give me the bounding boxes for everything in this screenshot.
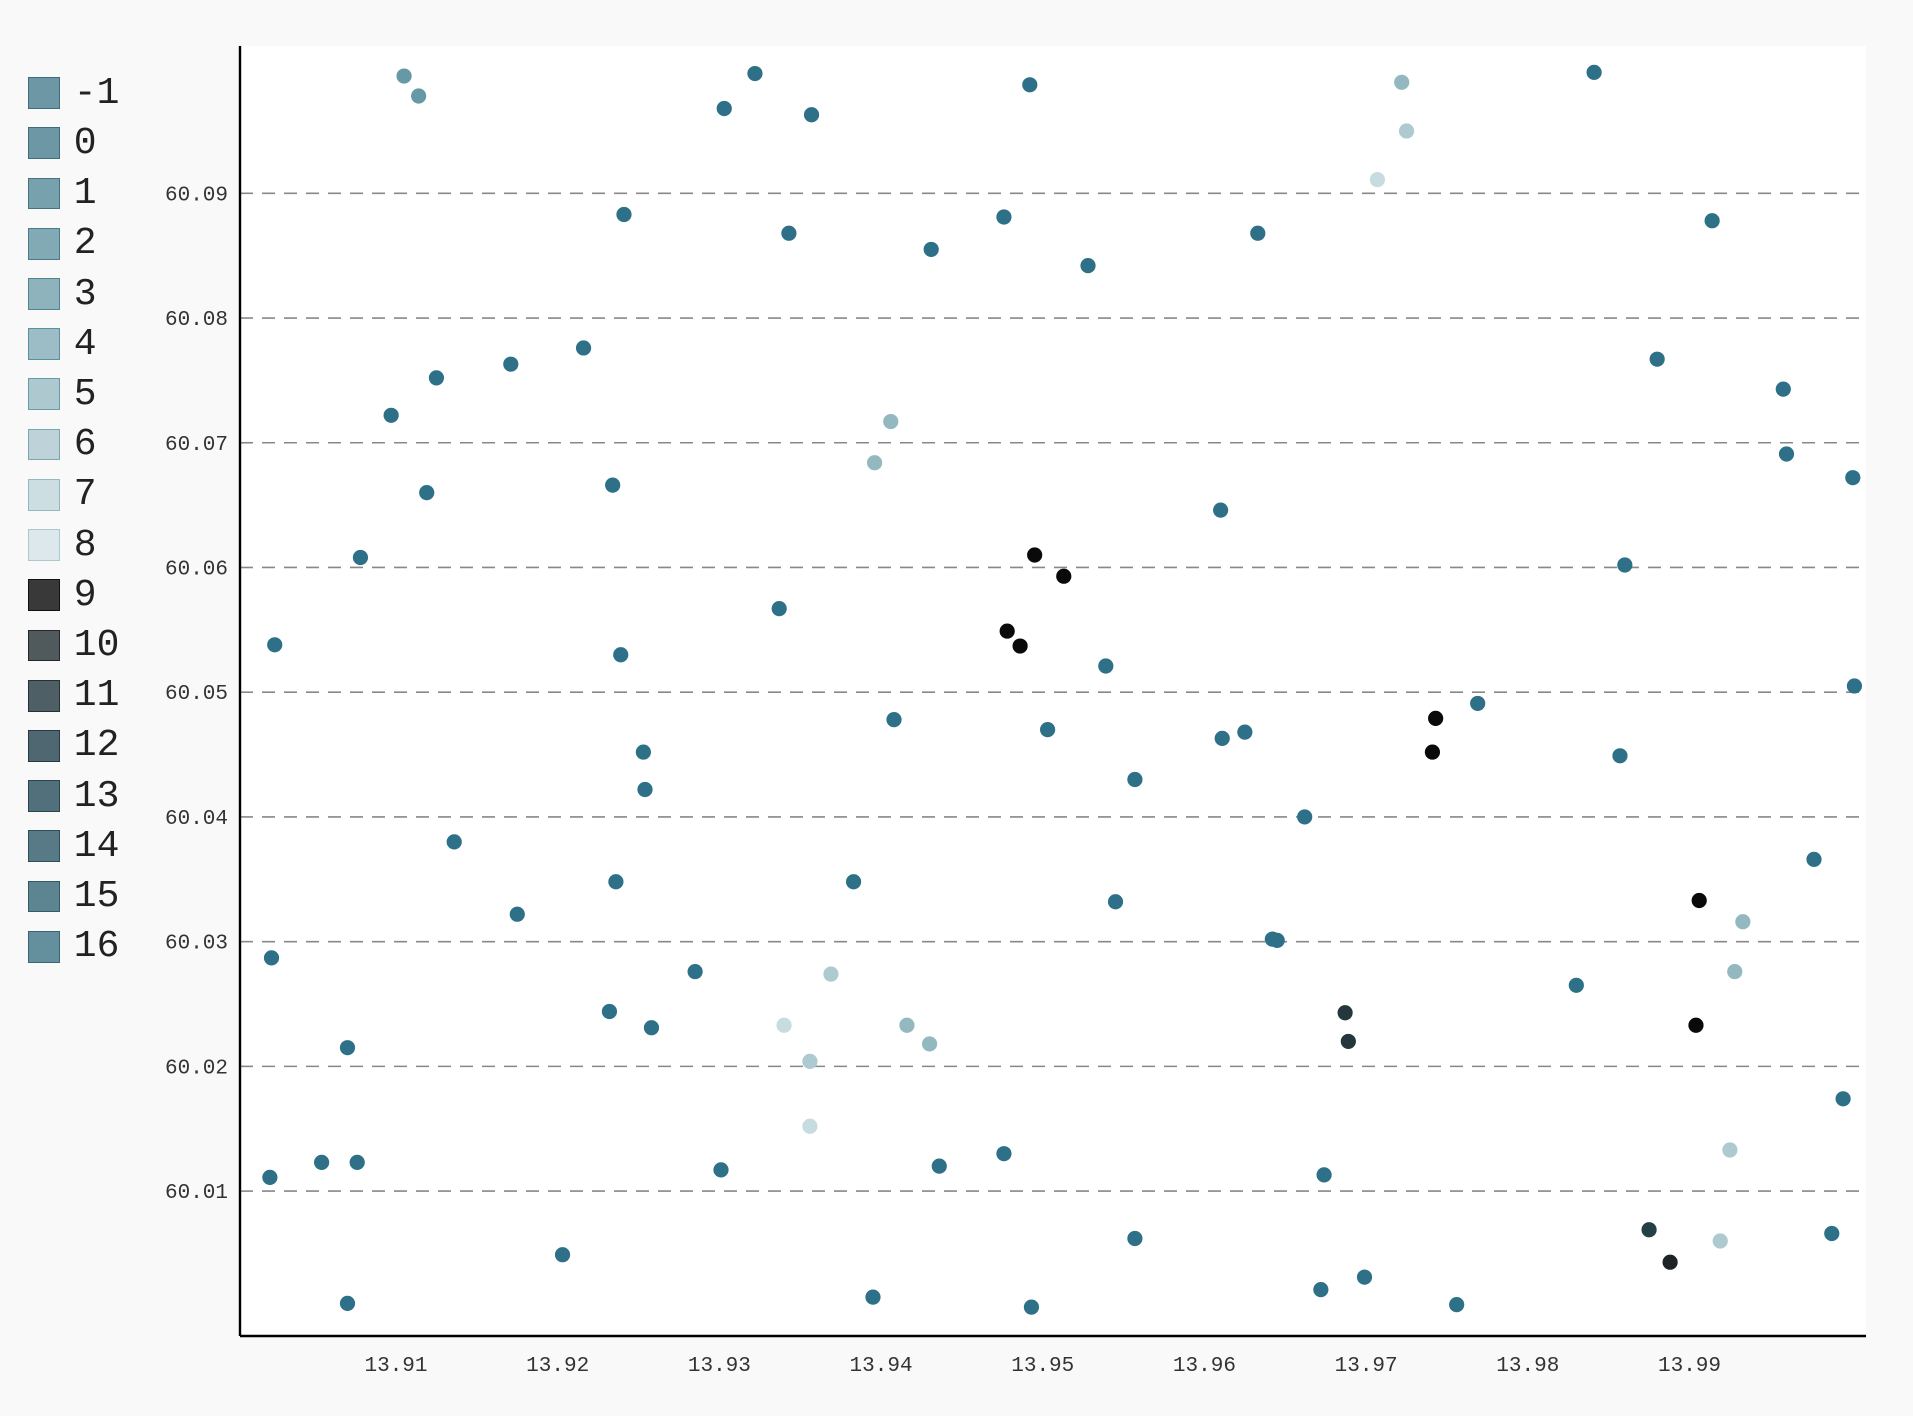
svg-text:60.07: 60.07 — [165, 434, 228, 457]
svg-text:13.91: 13.91 — [364, 1355, 427, 1378]
svg-text:60.04: 60.04 — [165, 808, 228, 831]
svg-text:13.93: 13.93 — [688, 1355, 751, 1378]
svg-text:60.01: 60.01 — [165, 1182, 228, 1205]
svg-text:13.94: 13.94 — [850, 1355, 913, 1378]
svg-text:13.97: 13.97 — [1335, 1355, 1398, 1378]
svg-text:60.09: 60.09 — [165, 184, 228, 207]
svg-text:13.92: 13.92 — [526, 1355, 589, 1378]
svg-text:13.98: 13.98 — [1496, 1355, 1559, 1378]
svg-text:13.96: 13.96 — [1173, 1355, 1236, 1378]
svg-text:60.06: 60.06 — [165, 558, 228, 581]
svg-text:60.05: 60.05 — [165, 683, 228, 706]
svg-text:60.08: 60.08 — [165, 309, 228, 332]
svg-text:13.95: 13.95 — [1011, 1355, 1074, 1378]
svg-text:60.02: 60.02 — [165, 1057, 228, 1080]
svg-text:60.03: 60.03 — [165, 933, 228, 956]
svg-text:13.99: 13.99 — [1658, 1355, 1721, 1378]
